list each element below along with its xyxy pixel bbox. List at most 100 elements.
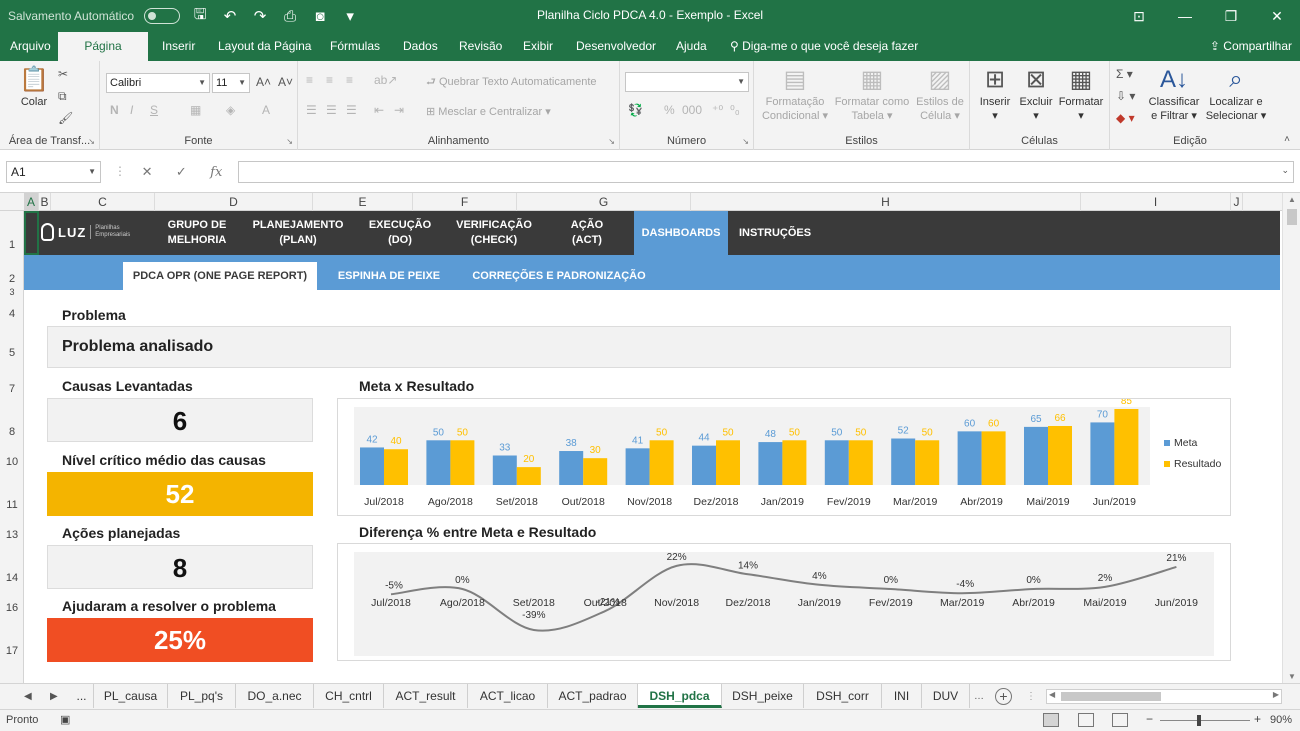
tab-exibir[interactable]: Exibir <box>523 39 554 53</box>
number-launcher-icon[interactable]: ↘ <box>742 137 749 146</box>
column-header-g[interactable]: G <box>517 193 691 211</box>
subtab-pdca-opr[interactable]: PDCA OPR (ONE PAGE REPORT) <box>123 262 317 290</box>
hscroll-thumb[interactable] <box>1061 692 1161 701</box>
row-header[interactable]: 13 <box>5 529 19 541</box>
sheet-tab[interactable]: PL_pq's <box>168 684 236 708</box>
prev-sheet-icon[interactable]: ◀ <box>24 691 32 702</box>
nav-planejamento[interactable]: PLANEJAMENTO (PLAN) <box>246 211 350 255</box>
font-shrink-icon[interactable]: A˅ <box>278 75 294 89</box>
italic-button[interactable]: I <box>130 103 134 117</box>
restore-icon[interactable]: ❐ <box>1224 7 1238 24</box>
zoom-percent[interactable]: 90% <box>1270 714 1293 726</box>
row-header[interactable]: 16 <box>5 602 19 614</box>
nav-instrucoes[interactable]: INSTRUÇÕES <box>732 211 818 255</box>
scroll-right-icon[interactable]: ▶ <box>1272 690 1279 699</box>
sheet-tab[interactable]: DSH_corr <box>804 684 882 708</box>
tab-inserir[interactable]: Inserir <box>162 39 196 53</box>
subtab-correcoes[interactable]: CORREÇÕES E PADRONIZAÇÃO <box>472 270 646 282</box>
nav-acao[interactable]: AÇÃO (ACT) <box>544 211 630 255</box>
sheet-tab[interactable]: ACT_result <box>384 684 468 708</box>
autosum-icon[interactable]: Σ ▾ <box>1116 67 1133 81</box>
splitter-icon[interactable]: ⋮ <box>1026 691 1036 702</box>
redo-icon[interactable]: ↷ <box>253 8 267 25</box>
column-header-a[interactable]: A <box>24 193 39 211</box>
thousands-button[interactable]: 000 <box>682 103 703 117</box>
tab-layout[interactable]: Layout da Página <box>218 39 312 53</box>
page-layout-view-icon[interactable] <box>1078 713 1094 727</box>
tab-dados[interactable]: Dados <box>403 39 438 53</box>
cut-icon[interactable]: ✂ <box>58 67 69 81</box>
row-header[interactable]: 5 <box>8 347 16 359</box>
column-header-j[interactable]: J <box>1231 193 1243 211</box>
scroll-thumb[interactable] <box>1287 209 1297 225</box>
selected-cell-a1[interactable] <box>24 211 39 255</box>
decrease-indent-icon[interactable]: ⇤ <box>374 103 385 117</box>
paste-button[interactable]: 📋 Colar <box>14 65 54 109</box>
sheet-tab[interactable]: PL_causa <box>94 684 168 708</box>
font-name-select[interactable]: Calibri ▼ <box>106 73 210 93</box>
formula-input[interactable]: ⌄ <box>238 161 1294 183</box>
row-header[interactable]: 11 <box>6 499 18 511</box>
fill-color-icon[interactable]: ◈ <box>226 103 236 117</box>
orientation-icon[interactable]: ab↗ <box>374 73 398 87</box>
column-header-e[interactable]: E <box>313 193 413 211</box>
row-header[interactable]: 3 <box>9 287 15 297</box>
column-header-c[interactable]: C <box>51 193 155 211</box>
font-size-select[interactable]: 11 ▼ <box>212 73 250 93</box>
share-button[interactable]: ⇪ Compartilhar <box>1210 32 1292 61</box>
borders-icon[interactable]: ▦ <box>190 103 202 117</box>
wrap-text-button[interactable]: ⮐ Quebrar Texto Automaticamente <box>426 75 597 89</box>
page-break-view-icon[interactable] <box>1112 713 1128 727</box>
sheet-tab[interactable]: DUV <box>922 684 970 708</box>
row-header[interactable]: 17 <box>5 645 19 657</box>
alignment-launcher-icon[interactable]: ↘ <box>608 137 615 146</box>
clipboard-launcher-icon[interactable]: ↘ <box>88 137 95 146</box>
enter-icon[interactable]: ✓ <box>175 164 187 179</box>
column-header-b[interactable]: B <box>39 193 51 211</box>
column-header-h[interactable]: H <box>691 193 1081 211</box>
align-top-icon[interactable]: ≡ <box>306 73 314 87</box>
zoom-slider[interactable] <box>1160 720 1250 721</box>
insert-cells-button[interactable]: ⊞ Inserir ▾ <box>974 65 1016 123</box>
number-format-select[interactable]: ▼ <box>625 72 749 92</box>
row-header[interactable]: 1 <box>8 239 16 251</box>
normal-view-icon[interactable] <box>1043 713 1059 727</box>
align-center-icon[interactable]: ☰ <box>326 103 337 117</box>
row-header[interactable]: 14 <box>5 572 19 584</box>
sheet-tab[interactable]: DSH_peixe <box>722 684 804 708</box>
decrease-decimal-icon[interactable]: ⁰₀ <box>730 103 740 117</box>
collapse-ribbon-icon[interactable]: ˄ <box>1284 134 1290 145</box>
row-header[interactable]: 4 <box>8 308 16 320</box>
format-cells-button[interactable]: ▦ Formatar ▾ <box>1056 65 1106 123</box>
name-box[interactable]: A1 ▼ <box>6 161 101 183</box>
row-header[interactable]: 10 <box>5 456 19 468</box>
tab-pagina-inicial[interactable]: Página Inicial <box>58 32 148 82</box>
find-select-button[interactable]: ⌕ Localizar e Selecionar ▾ <box>1204 65 1268 123</box>
align-right-icon[interactable]: ☰ <box>346 103 357 117</box>
cell-styles-button[interactable]: ▨ Estilos de Célula ▾ <box>912 65 968 123</box>
close-icon[interactable]: ✕ <box>1271 7 1283 24</box>
cancel-icon[interactable]: ✕ <box>141 164 153 179</box>
next-sheet-icon[interactable]: ▶ <box>50 691 58 702</box>
tell-me-box[interactable]: ⚲ Diga-me o que você deseja fazer <box>730 32 918 61</box>
print-preview-icon[interactable]: ⎙ <box>284 7 297 25</box>
clear-icon[interactable]: ◆ ▾ <box>1116 111 1135 125</box>
scroll-down-icon[interactable]: ▼ <box>1288 672 1296 681</box>
increase-indent-icon[interactable]: ⇥ <box>394 103 405 117</box>
column-header-f[interactable]: F <box>413 193 517 211</box>
minimize-icon[interactable]: — <box>1178 8 1192 24</box>
nav-dashboards[interactable]: DASHBOARDS <box>634 211 728 255</box>
sheet-tab[interactable]: DO_a.nec <box>236 684 314 708</box>
macro-record-icon[interactable]: ▣ <box>60 714 71 726</box>
conditional-format-button[interactable]: ▤ Formatação Condicional ▾ <box>758 65 832 123</box>
customize-qa-icon[interactable]: ▾ <box>346 8 354 25</box>
font-grow-icon[interactable]: A˄ <box>256 75 272 89</box>
tab-desenvolvedor[interactable]: Desenvolvedor <box>576 39 657 53</box>
align-left-icon[interactable]: ☰ <box>306 103 317 117</box>
bold-button[interactable]: N <box>110 103 119 117</box>
nav-grupo-melhoria[interactable]: GRUPO DE MELHORIA <box>152 211 242 255</box>
insert-function-button[interactable]: fx <box>210 164 223 180</box>
add-sheet-icon[interactable]: + <box>995 688 1012 705</box>
sheet-tab[interactable]: CH_cntrl <box>314 684 384 708</box>
copy-icon[interactable]: ⧉ <box>58 89 67 103</box>
